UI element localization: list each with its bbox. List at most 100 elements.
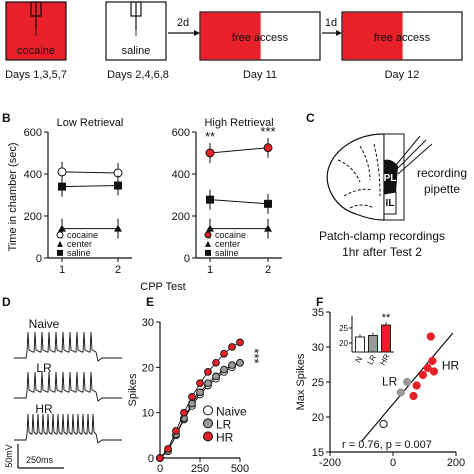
data-point-center	[114, 224, 122, 232]
legend-marker-center	[205, 240, 211, 247]
panel-letter-e: E	[146, 295, 154, 309]
low-retrieval-chart: Low Retrieval 0 200 400 600 1 2 cocainecentersa…	[24, 117, 132, 276]
chart-title: Low Retrieval	[57, 117, 124, 129]
legend-label-center: center	[67, 239, 92, 249]
il-label: IL	[386, 198, 395, 209]
scatter-point-lr	[396, 388, 405, 397]
x-tick-label: 500	[231, 463, 249, 474]
voltage-trace-hr	[14, 413, 122, 444]
inset-bar-lr	[368, 335, 378, 353]
data-point-hr	[228, 343, 236, 351]
x-tick-label: -200	[319, 457, 341, 469]
x-tick-label: 2	[115, 264, 121, 276]
legend-marker-cocaine	[204, 231, 212, 239]
y-tick-label: 400	[24, 169, 42, 181]
data-point-hr	[212, 358, 220, 367]
gap-label-1d: 1d	[325, 17, 337, 29]
data-point-hr	[164, 445, 172, 453]
panel-d: D Naive LR HR 50mV 250ms	[2, 295, 122, 469]
legend-label-lr: LR	[216, 417, 232, 431]
scatter-point-hr	[418, 370, 428, 380]
syringe-icon	[30, 1, 42, 36]
regression-line	[361, 332, 454, 442]
legend-marker-lr	[203, 418, 213, 429]
legend-marker-naive	[203, 405, 213, 416]
data-point-saline	[114, 181, 122, 190]
group-label-lr: LR	[382, 375, 398, 389]
legend-marker-saline	[57, 249, 63, 256]
days-label-2: Days 2,4,6,8	[107, 69, 169, 81]
inset-bar-n	[355, 336, 365, 353]
data-point-saline	[206, 195, 214, 204]
cocaine-side-day11	[200, 12, 261, 60]
group-label-hr: HR	[442, 358, 460, 372]
legend-marker-saline	[205, 249, 211, 256]
inset-y-tick-label: 25	[339, 324, 348, 333]
x-tick-label: 0	[157, 463, 163, 474]
inset-bar-hr	[381, 324, 391, 353]
x-tick-label: 2	[265, 264, 271, 276]
data-point-lr	[228, 361, 236, 369]
correlation-stats: r = 0.76, p = 0.007	[342, 439, 432, 451]
series-line-cocaine	[61, 171, 119, 174]
scale-label-ms: 250ms	[26, 455, 54, 465]
data-point-cocaine	[57, 167, 67, 177]
chart-title: High Retrieval	[204, 117, 273, 129]
inset-x-tick-label: HR	[378, 352, 392, 367]
data-point-lr	[212, 372, 220, 381]
y-axis-label: Spikes	[127, 373, 139, 407]
x-tick-label: 200	[447, 457, 465, 469]
inset-x-tick-label: N	[353, 355, 364, 365]
panel-letter-b: B	[2, 111, 11, 125]
data-point-center	[58, 224, 66, 232]
free-access-label-day12: free access	[374, 32, 431, 44]
data-point-cocaine	[205, 148, 215, 158]
panel-letter-c: C	[306, 111, 315, 125]
data-point-lr	[196, 388, 204, 397]
panel-c-caption-2: 1hr after Test 2	[342, 245, 422, 259]
trace-label-lr: LR	[36, 361, 52, 375]
data-point-hr	[156, 454, 164, 462]
recording-label: recording	[417, 166, 467, 180]
y-tick-label: 200	[172, 211, 190, 223]
significance-stars: ***	[260, 124, 275, 139]
y-tick-label: 15	[312, 447, 324, 459]
series-line-saline	[209, 199, 269, 205]
gap-label-2d: 2d	[177, 17, 189, 29]
panel-b-ylabel: Time in chamber (sec)	[7, 142, 19, 251]
x-tick-label: 250	[191, 463, 209, 474]
scale-label-mv: 50mV	[4, 444, 14, 468]
syringe-icon	[130, 1, 142, 36]
pipette-icon	[391, 135, 433, 175]
voltage-trace-path	[14, 371, 122, 402]
scatter-point-lr	[403, 377, 412, 387]
scatter-point-hr	[428, 356, 437, 366]
legend-marker-hr	[203, 431, 213, 442]
saline-box-label: saline	[122, 45, 151, 57]
data-point-lr	[236, 358, 244, 367]
significance-stars: **	[205, 129, 215, 144]
panel-letter-d: D	[2, 295, 11, 309]
trace-label-naive: Naive	[29, 317, 60, 331]
y-tick-label: 20	[142, 362, 154, 374]
legend-label-hr: HR	[216, 430, 234, 444]
legend-label-cocaine: cocaine	[215, 230, 246, 240]
voltage-trace-naive	[14, 331, 122, 362]
panel-c-caption-1: Patch-clamp recordings	[319, 229, 445, 243]
panel-b-xlabel: CPP Test	[140, 281, 185, 293]
panel-c: C PL IL recording pipette Patch-clamp re…	[306, 111, 467, 259]
y-tick-label: 30	[312, 342, 324, 354]
scatter-point-hr	[429, 367, 439, 376]
y-axis-label: Max Spikes	[295, 353, 307, 410]
pipette-label: pipette	[424, 182, 460, 196]
data-point-saline	[58, 182, 66, 191]
panel-b: B Time in chamber (sec) Low Retrieval020…	[2, 111, 282, 293]
day-label-12: Day 12	[385, 69, 420, 81]
data-point-saline	[264, 199, 272, 208]
significance-stars: ***	[247, 348, 262, 363]
